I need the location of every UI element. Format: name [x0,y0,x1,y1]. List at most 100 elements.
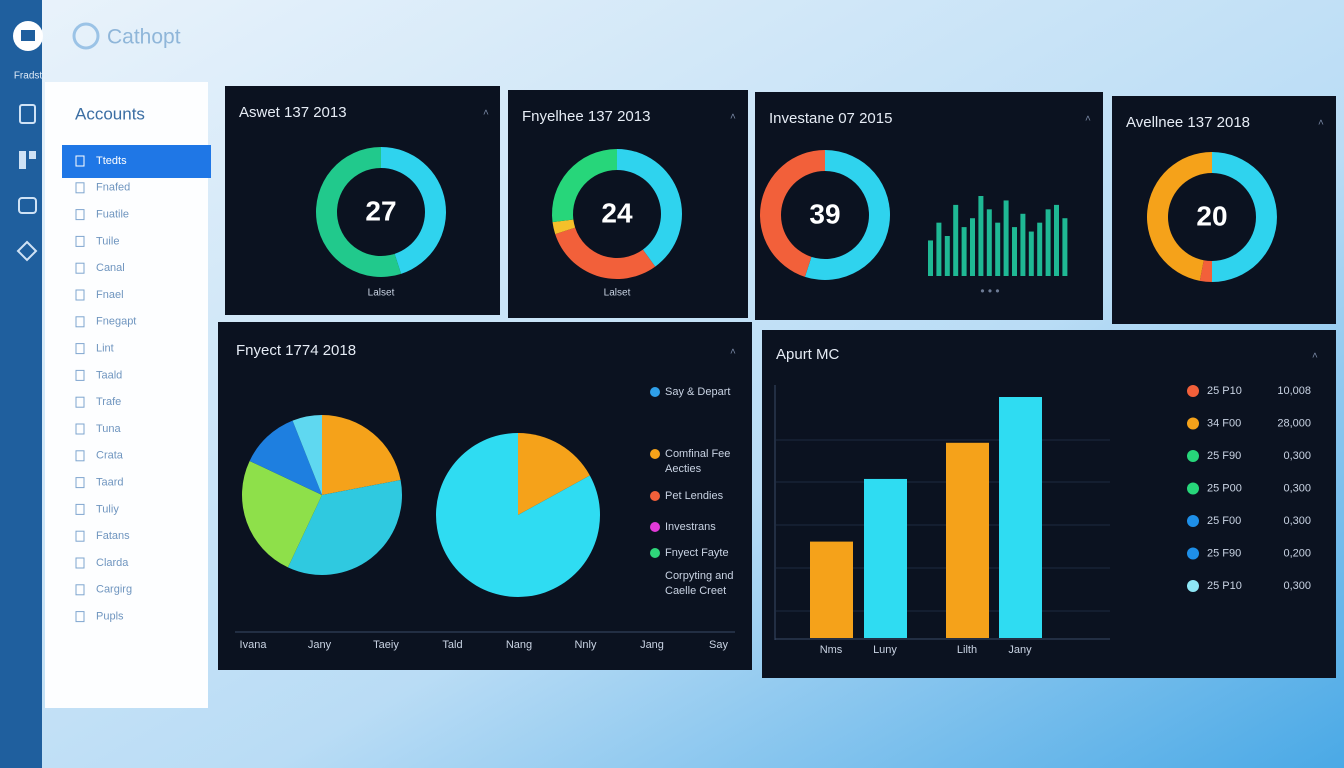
pie-segment [287,480,402,575]
nav-icon [75,557,85,569]
nav-icon[interactable] [19,104,36,124]
card-title: Investane 07 2015 [769,110,892,127]
legend-value: 0,300 [1283,450,1311,462]
legend-label: Corpyting and [665,570,734,582]
donut-value: 20 [1196,200,1227,231]
nav-item[interactable]: Trafe [96,396,121,408]
card [755,92,1103,320]
donut-value: 27 [365,195,396,226]
chevron[interactable]: ˄ [1312,351,1318,362]
pie-segment [292,415,322,495]
nav-icon [75,343,85,355]
nav-icon [75,611,85,623]
x-tick-label: Nms [820,644,843,656]
chevron[interactable]: ˄ [1318,118,1324,129]
mini-bar [1062,218,1068,276]
card [508,90,748,318]
x-tick-label: Jang [640,639,664,651]
nav-item[interactable]: Fnafed [96,182,130,194]
donut-value: 24 [601,197,633,228]
nav-item[interactable]: Tuna [96,423,122,435]
nav-item[interactable]: Crata [96,450,124,462]
nav-item[interactable]: Cargirg [96,584,132,596]
legend-swatch [650,449,660,459]
mini-bar [944,236,950,276]
legend-label: Comfinal Fee [665,448,730,460]
nav-item[interactable]: Tuliy [96,503,119,515]
legend-label: Caelle Creet [665,585,726,597]
nav-icon [75,396,85,408]
nav-item[interactable]: Tuile [96,235,119,247]
chevron[interactable]: ˄ [730,347,736,358]
donut-segment [555,227,656,279]
x-tick-label: Ivana [240,639,268,651]
nav-icon [75,235,85,247]
nav-icon [75,289,85,301]
x-tick-label: Say [709,639,728,651]
legend-swatch [1187,482,1199,495]
mini-bar [970,218,975,276]
nav-item[interactable]: Canal [96,262,125,274]
nav-item[interactable]: Fnael [96,289,124,301]
nav-icon [75,369,85,381]
legend-label: Fnyect Fayte [665,547,729,559]
more[interactable]: • • • [980,284,999,298]
donut-segment [316,147,402,277]
nav-title: Accounts [75,104,145,123]
mini-bar [1037,222,1043,276]
nav-item[interactable]: Ttedts [96,155,127,167]
nav-item[interactable]: Fuatile [96,209,129,221]
card-title: Fnyelhee 137 2013 [522,108,650,125]
legend-swatch [1187,417,1199,430]
legend-value: 10,008 [1277,385,1311,397]
donut-value: 39 [809,198,840,229]
legend-swatch [1187,515,1199,527]
legend-value: 0,300 [1283,580,1311,592]
legend-label: 34 F00 [1207,417,1241,429]
chevron[interactable]: ˄ [1085,114,1091,125]
legend-label: 25 F90 [1207,450,1241,462]
nav-icon[interactable] [16,240,38,262]
x-tick-label: Jany [1008,644,1032,656]
nav-icon[interactable] [18,197,37,214]
nav-item[interactable]: Taald [96,369,122,381]
legend-swatch [1187,580,1199,592]
nav-active[interactable] [62,145,211,178]
chevron[interactable]: ˄ [483,108,489,119]
nav-icon [75,316,85,328]
logo: Cathopt [107,26,181,49]
legend-label: 25 P10 [1207,385,1242,397]
legend-value: 0,300 [1283,482,1311,494]
legend-swatch [650,522,660,532]
donut-segment [1199,260,1213,282]
pie-segment [518,433,590,515]
nav-item[interactable]: Fnegapt [96,316,136,328]
mini-bar [961,227,967,276]
legend-label: Investrans [665,521,716,533]
nav-item[interactable]: Lint [96,343,114,355]
donut-segment [552,149,617,223]
donut-segment [1146,152,1212,281]
bar [999,397,1042,638]
donut-label: Lalset [368,288,395,299]
donut-segment [760,150,825,277]
nav-icon [75,262,85,274]
nav-item[interactable]: Fatans [96,530,130,542]
pie-segment [249,420,322,495]
legend-label: Aecties [665,463,702,475]
legend-swatch [1187,450,1199,462]
nav-item[interactable]: Taard [96,477,124,489]
chevron[interactable]: ˄ [730,112,736,123]
sidebar-label: Fradst [14,71,43,82]
nav-icon [75,503,85,515]
mini-bar [1054,204,1059,276]
bar [810,541,853,638]
legend-value: 0,300 [1283,515,1311,527]
panel-title: Fnyect 1774 2018 [236,342,356,359]
nav-item[interactable]: Clarda [96,557,129,569]
donut-segment [552,219,576,235]
nav-item[interactable]: Pupls [96,611,124,623]
x-tick-label: Lilth [957,644,977,656]
nav-icon[interactable] [19,151,26,169]
